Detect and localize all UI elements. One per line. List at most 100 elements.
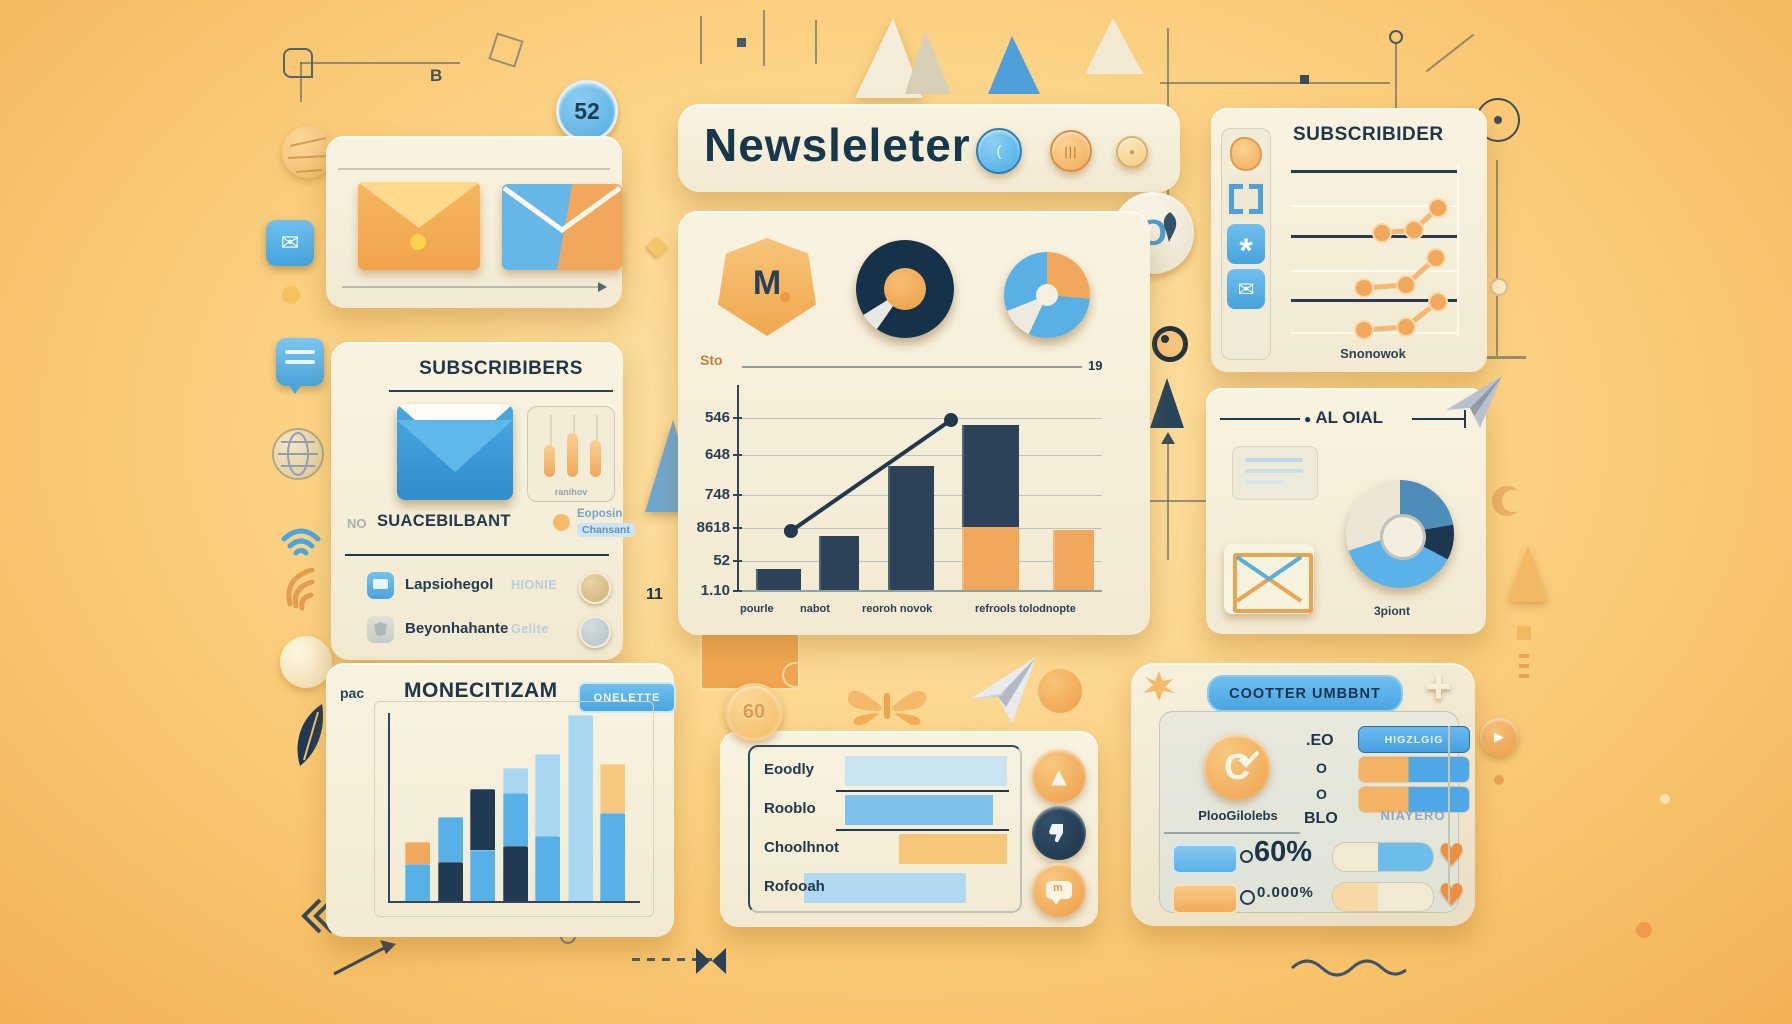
counter-value-4: BLO — [1304, 810, 1338, 827]
bar — [961, 384, 1019, 590]
paper-plane-icon — [905, 30, 951, 94]
envelope-blue-icon[interactable] — [502, 184, 622, 270]
trend-line — [783, 413, 958, 539]
spiral-arcs-icon — [280, 560, 330, 614]
bar-segment — [437, 816, 463, 862]
add-button[interactable]: + — [1425, 660, 1452, 712]
envelope-icon[interactable]: ✉ — [1227, 269, 1265, 309]
call-button[interactable]: ( — [976, 128, 1022, 174]
bar-segment — [961, 527, 1019, 590]
page-title: Newsleleter — [704, 119, 971, 171]
main-chart-plot — [737, 384, 1102, 592]
counter-title-banner: COOTTER UMBBNT — [1207, 675, 1403, 712]
dash-marks — [1519, 654, 1529, 658]
comment-button[interactable]: m — [1032, 863, 1086, 917]
fingerprint-icon[interactable] — [1227, 134, 1265, 174]
y-tick-mark — [733, 527, 742, 529]
brackets-icon[interactable] — [1227, 179, 1265, 219]
x-axis-label: nabot — [800, 603, 830, 615]
phone-icon: ( — [996, 142, 1002, 160]
moon-notch-decor — [331, 356, 387, 412]
y-tick-label: 648 — [704, 446, 730, 463]
toggle-row[interactable]: Lapsiohegol HIONIE — [331, 568, 623, 608]
menu-button[interactable]: ||| — [1050, 130, 1092, 172]
subscriber-report-title: SUBSCRIBIDER — [1293, 124, 1444, 145]
circuit-line — [300, 62, 460, 64]
y-tick-mark — [733, 590, 742, 592]
circle-node — [1389, 30, 1403, 44]
downvote-button[interactable] — [1032, 806, 1086, 860]
progress-fill — [1333, 883, 1378, 911]
count-badge-value: 52 — [574, 97, 600, 124]
toggle-row[interactable]: Beyonhahante Gelite — [331, 612, 623, 652]
chat-lines-icon — [276, 338, 324, 394]
split-pill — [1358, 786, 1470, 813]
toggle-label: Beyonhahante — [405, 620, 509, 637]
bar-segment — [535, 836, 560, 901]
header-bar: Newsleleter ( ||| ● — [678, 104, 1180, 192]
bar-segment — [502, 793, 528, 847]
asterisk-icon[interactable]: * — [1227, 224, 1265, 268]
mini-bar — [590, 440, 601, 477]
list-item[interactable]: Rofooah — [750, 870, 1020, 909]
toggle-knob[interactable] — [579, 616, 611, 648]
round-button[interactable]: ● — [1116, 136, 1148, 168]
circuit-line — [700, 16, 702, 64]
envelope-x-icon[interactable] — [1224, 544, 1314, 614]
monetization-panel: pac MONECITIZAM ONELETTE — [326, 663, 676, 937]
circuit-line — [1160, 82, 1390, 84]
circuit-line — [1496, 160, 1498, 280]
circuit-line — [1496, 296, 1498, 356]
bar-segment — [470, 789, 495, 851]
stat1-swatch — [1172, 844, 1238, 874]
monetization-title: MONECITIZAM — [404, 679, 558, 702]
circuit-line — [1144, 500, 1206, 502]
bar — [756, 384, 802, 590]
bullet-dot: ● — [1304, 412, 1312, 426]
progress-bar — [898, 834, 1007, 864]
stat2-marker — [1240, 890, 1255, 905]
circle-node — [1490, 278, 1508, 296]
orange-dot — [1494, 775, 1504, 785]
circuit-line — [1470, 356, 1526, 359]
navy-triangle-decor — [1150, 378, 1184, 428]
mail-tile-icon[interactable]: ✉ — [266, 220, 314, 266]
list-item[interactable]: Eoodly — [750, 753, 1020, 792]
stat2-value: 0.000% — [1257, 884, 1314, 901]
mini-bar-card: ranihov — [527, 406, 615, 502]
toggle-value: HIONIE — [511, 578, 558, 592]
yellow-dot — [282, 286, 300, 304]
monetization-badge[interactable]: ONELETTE — [578, 682, 676, 713]
bar-segment — [756, 569, 802, 590]
logo-check-icon: C — [1204, 734, 1270, 800]
dotted-line — [632, 958, 712, 961]
paper-plane-icon — [1440, 370, 1510, 434]
bowtie-icon — [694, 946, 728, 976]
faceted-ball-icon — [282, 126, 334, 178]
mini-bar — [544, 445, 555, 477]
mini-bar-caption: ranihov — [554, 487, 588, 497]
counter-value-2: O — [1316, 760, 1327, 776]
menu-lines-icon: ||| — [1064, 143, 1078, 159]
y-tick-mark — [733, 417, 742, 419]
play-button[interactable]: ▶ — [1480, 718, 1518, 756]
toggle-knob[interactable] — [579, 572, 611, 604]
arrow-decor — [330, 938, 400, 978]
subscriber-row-label: SUACEBILBANT — [377, 512, 511, 530]
x-axis-label: pourle — [740, 603, 774, 615]
list-item[interactable]: Rooblo — [750, 792, 1020, 831]
circuit-line — [1425, 33, 1475, 73]
toggle-label: Lapsiohegol — [405, 576, 494, 593]
row-prefix: NO — [347, 516, 367, 531]
progress-track — [1332, 842, 1434, 872]
upvote-button[interactable]: ▲ — [1032, 749, 1086, 803]
list-item[interactable]: Choolhnot — [750, 831, 1020, 870]
sparkle-icon — [1139, 669, 1179, 703]
count-badge-60: 60 — [725, 683, 783, 741]
bracket-shape — [283, 48, 313, 78]
envelope-orange-icon[interactable] — [358, 182, 480, 270]
thumbs-down-icon — [1049, 824, 1063, 843]
subscribers-panel: SUBSCRIBIBERS ranihov NO SUACEBILBANT Eo… — [331, 342, 635, 660]
sparkline-svg — [1354, 197, 1449, 340]
